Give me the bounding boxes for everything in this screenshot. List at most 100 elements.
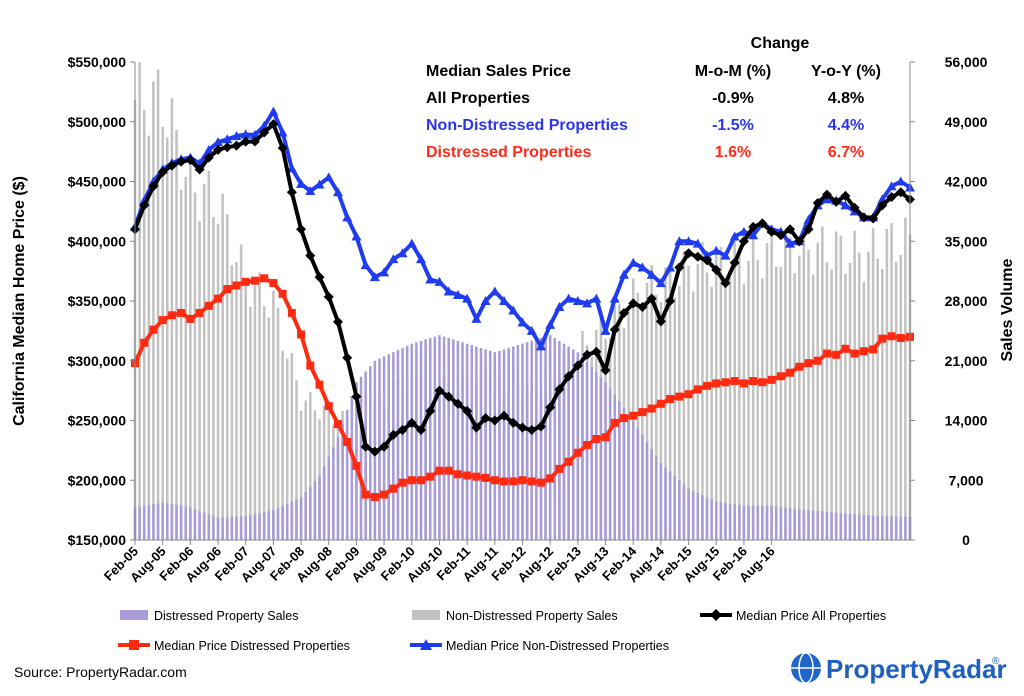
non-distressed-sales-bar xyxy=(784,229,787,541)
distressed-price-point xyxy=(306,361,315,370)
distressed-price-point xyxy=(407,476,416,485)
distressed-sales-bar xyxy=(313,481,317,540)
distressed-price-point xyxy=(241,277,250,286)
non-distressed-sales-bar xyxy=(166,137,169,541)
distressed-sales-bar xyxy=(682,484,686,540)
distressed-price-point xyxy=(463,471,472,480)
all-properties-price-point xyxy=(729,257,740,268)
legend-label: Median Price Distressed Properties xyxy=(154,639,350,653)
all-properties-price-point xyxy=(388,429,399,440)
distressed-price-point xyxy=(712,379,721,388)
distressed-sales-bar xyxy=(825,511,829,540)
distressed-sales-bar xyxy=(166,503,169,540)
distressed-price-point xyxy=(896,334,905,343)
distressed-price-point xyxy=(370,492,379,501)
all-properties-price-point xyxy=(840,190,851,201)
table-row-label: All Properties xyxy=(426,90,530,107)
non-distressed-sales-bar xyxy=(885,228,889,540)
all-properties-price-point xyxy=(314,272,325,283)
all-properties-price-point xyxy=(665,296,676,306)
distressed-sales-bar xyxy=(156,503,160,540)
distressed-sales-bar xyxy=(738,505,741,540)
non-distressed-sales-bar xyxy=(844,273,847,540)
distressed-sales-bar xyxy=(701,495,704,540)
distressed-price-point xyxy=(158,316,167,325)
distressed-sales-bar xyxy=(235,516,238,540)
legend-marker-triangle xyxy=(420,639,432,650)
distressed-sales-bar xyxy=(894,516,898,540)
all-properties-price-point xyxy=(139,200,150,211)
non-distressed-price-point xyxy=(314,179,325,189)
distressed-price-point xyxy=(850,349,859,358)
distressed-sales-bar xyxy=(544,336,547,540)
non-distressed-sales-bar xyxy=(285,358,289,540)
all-properties-price-point xyxy=(452,398,463,409)
non-distressed-price-point xyxy=(600,325,611,335)
all-properties-price-point xyxy=(222,142,233,153)
table-row-mom: -1.5% xyxy=(712,117,754,134)
distressed-price-point xyxy=(739,379,748,388)
legend-label: Distressed Property Sales xyxy=(154,609,299,623)
distressed-sales-bar xyxy=(276,507,280,540)
non-distressed-sales-bar xyxy=(175,129,178,541)
all-properties-price-point xyxy=(471,422,482,433)
non-distressed-price-point xyxy=(886,181,897,191)
distressed-sales-bar xyxy=(571,349,575,540)
all-properties-price-point xyxy=(535,421,546,432)
distressed-sales-bar xyxy=(415,342,418,540)
non-distressed-price-point xyxy=(332,187,343,197)
non-distressed-sales-bar xyxy=(258,272,261,540)
non-distressed-sales-bar xyxy=(816,242,820,540)
non-distressed-sales-bar xyxy=(138,62,141,541)
non-distressed-price-point xyxy=(434,276,445,286)
distressed-sales-bar xyxy=(424,339,427,540)
distressed-sales-bar xyxy=(641,434,644,540)
all-properties-price-point xyxy=(877,200,888,211)
distressed-price-point xyxy=(417,476,426,485)
distressed-sales-bar xyxy=(479,347,483,540)
distressed-price-point xyxy=(444,466,453,475)
distressed-price-point xyxy=(260,274,269,283)
all-properties-price-point xyxy=(213,144,224,155)
all-properties-price-point xyxy=(277,143,288,154)
all-properties-price-point xyxy=(157,166,168,177)
distressed-price-point xyxy=(195,308,204,317)
distressed-sales-bar xyxy=(705,497,709,540)
distressed-sales-bar xyxy=(396,350,400,540)
non-distressed-sales-bar xyxy=(641,310,644,540)
non-distressed-price-point xyxy=(268,106,279,116)
distressed-sales-bar xyxy=(765,505,769,540)
distressed-sales-bar xyxy=(742,505,746,540)
non-distressed-price-point xyxy=(545,319,556,329)
non-distressed-price-point xyxy=(674,236,685,246)
table-header-label: Median Sales Price xyxy=(426,63,571,80)
non-distressed-price-point xyxy=(379,267,390,277)
distressed-sales-bar xyxy=(645,441,649,540)
legend-swatch-bar xyxy=(412,610,440,620)
legend-marker-diamond xyxy=(710,609,722,621)
distressed-price-point xyxy=(343,438,352,447)
distressed-price-point xyxy=(887,332,896,341)
non-distressed-price-point xyxy=(323,172,334,182)
non-distressed-sales-bar xyxy=(262,306,266,540)
distressed-sales-bar xyxy=(488,350,492,540)
distressed-sales-bar xyxy=(793,508,796,540)
distressed-sales-bar xyxy=(345,409,349,540)
non-distressed-sales-bar xyxy=(244,279,247,540)
distressed-price-point xyxy=(214,294,223,303)
non-distressed-sales-bar xyxy=(770,230,773,541)
non-distressed-sales-bar xyxy=(756,260,760,540)
non-distressed-price-point xyxy=(489,286,500,296)
distressed-sales-bar xyxy=(189,507,192,540)
distressed-sales-bar xyxy=(507,347,510,540)
distressed-sales-bar xyxy=(456,340,460,540)
non-distressed-sales-bar xyxy=(668,265,672,540)
non-distressed-price-point xyxy=(406,238,417,248)
distressed-price-point xyxy=(536,478,545,487)
distressed-price-point xyxy=(518,476,527,485)
distressed-sales-bar xyxy=(687,488,690,540)
non-distressed-price-point xyxy=(665,262,676,272)
brand-registered-mark: ® xyxy=(992,656,1000,667)
all-properties-price-point xyxy=(176,156,187,167)
non-distressed-sales-bar xyxy=(253,283,257,540)
